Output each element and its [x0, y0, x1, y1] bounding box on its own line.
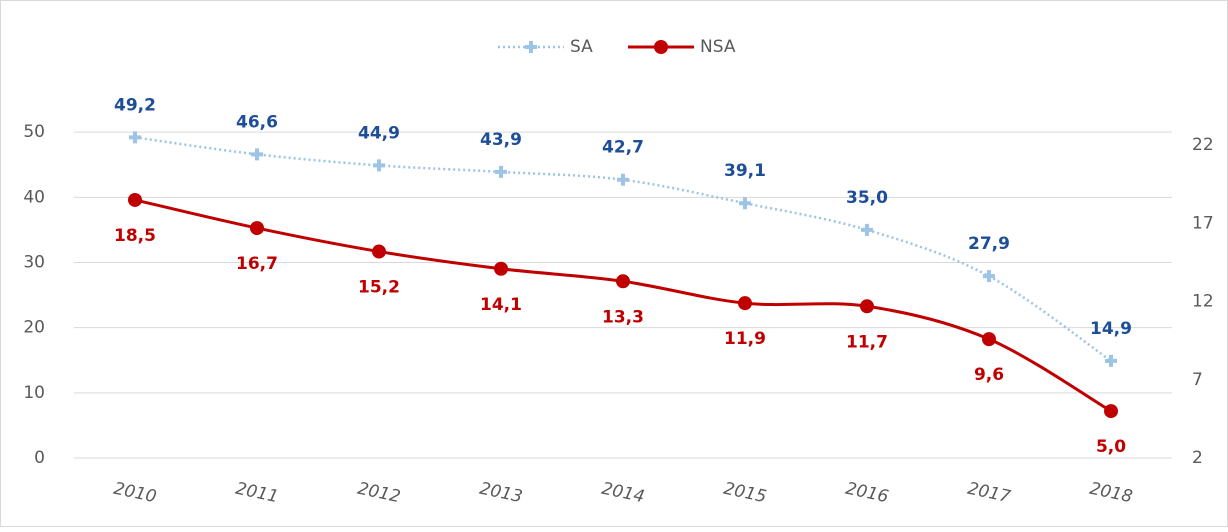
- y2-tick-label: 12: [1192, 292, 1214, 312]
- value-label: 5,0: [1096, 437, 1126, 457]
- y-tick-label: 0: [34, 448, 45, 468]
- y-tick-label: 30: [23, 253, 45, 273]
- value-label: 9,6: [974, 365, 1004, 385]
- value-label: 49,2: [114, 95, 156, 115]
- marker: [982, 332, 996, 347]
- value-label: 14,1: [480, 295, 522, 315]
- marker: [372, 244, 386, 259]
- y2-tick-label: 2: [1192, 448, 1203, 468]
- marker: [738, 296, 752, 311]
- marker: [129, 131, 141, 144]
- y-tick-label: 40: [23, 187, 45, 207]
- marker: [250, 221, 264, 236]
- marker: [251, 148, 263, 161]
- value-label: 43,9: [480, 130, 522, 150]
- marker: [983, 270, 995, 283]
- value-label: 11,7: [846, 332, 888, 352]
- marker: [1104, 404, 1118, 419]
- marker: [616, 274, 630, 289]
- y-tick-label: 20: [23, 318, 45, 338]
- value-label: 42,7: [602, 138, 644, 158]
- value-label: 11,9: [724, 329, 766, 349]
- value-label: 39,1: [724, 161, 766, 181]
- legend-label: NSA: [700, 37, 736, 57]
- value-label: 14,9: [1090, 319, 1132, 339]
- y2-tick-label: 7: [1192, 370, 1203, 390]
- marker: [860, 299, 874, 314]
- marker: [373, 159, 385, 172]
- marker: [128, 192, 142, 207]
- marker: [617, 173, 629, 186]
- marker: [739, 197, 751, 210]
- y2-tick-label: 17: [1192, 213, 1214, 233]
- value-label: 35,0: [846, 188, 888, 208]
- y2-tick-label: 22: [1192, 135, 1214, 155]
- legend-label: SA: [570, 37, 593, 57]
- marker: [861, 223, 873, 236]
- marker: [495, 165, 507, 178]
- value-label: 18,5: [114, 226, 156, 246]
- value-label: 27,9: [968, 234, 1010, 254]
- value-label: 44,9: [358, 123, 400, 143]
- legend-marker: [654, 40, 668, 54]
- value-label: 46,6: [236, 112, 278, 132]
- value-label: 15,2: [358, 278, 400, 298]
- marker: [1105, 354, 1117, 367]
- y-tick-label: 10: [23, 383, 45, 403]
- y-tick-label: 50: [23, 122, 45, 142]
- legend-marker: [525, 41, 537, 53]
- value-label: 16,7: [236, 254, 278, 274]
- marker: [494, 261, 508, 276]
- value-label: 13,3: [602, 307, 644, 327]
